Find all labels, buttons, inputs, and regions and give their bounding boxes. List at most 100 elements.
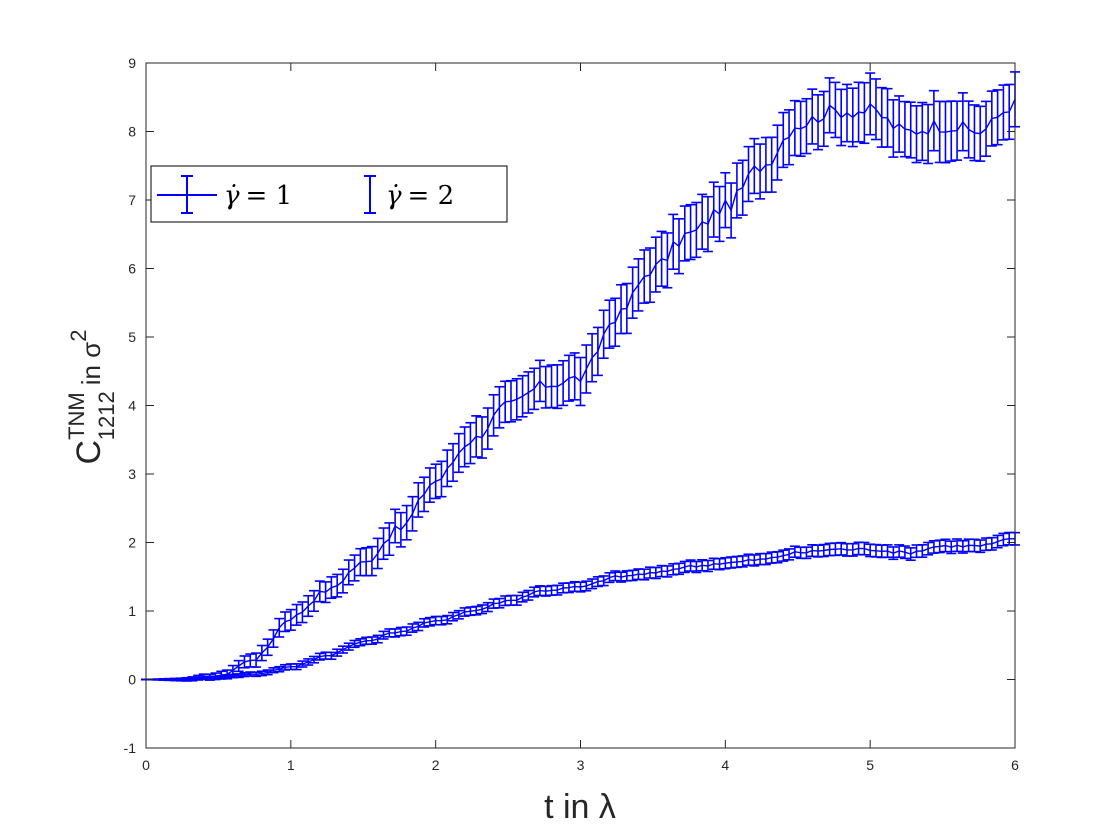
- error-bar: [337, 645, 348, 654]
- error-bar: [401, 504, 412, 541]
- y-tick-label: 2: [128, 535, 136, 551]
- y-axis-label-subscript: 1212: [94, 391, 119, 440]
- error-bar: [714, 185, 725, 243]
- error-bar: [859, 81, 870, 145]
- legend-label-series-2: γ̇ = 2: [386, 181, 454, 211]
- error-bar: [621, 282, 632, 335]
- error-bar: [685, 559, 696, 572]
- error-bar: [697, 193, 708, 250]
- y-tick-label: 6: [128, 261, 136, 277]
- error-bar: [610, 570, 621, 582]
- error-bar: [471, 415, 482, 458]
- error-bar: [702, 559, 713, 573]
- error-bar: [494, 385, 505, 429]
- x-tick-label: 3: [577, 757, 585, 773]
- error-bar: [824, 77, 835, 134]
- error-bar: [795, 100, 806, 157]
- x-tick-label: 5: [866, 757, 874, 773]
- error-bar: [818, 90, 829, 148]
- error-bar: [952, 538, 963, 553]
- error-bar: [569, 352, 580, 401]
- error-bar: [395, 511, 406, 548]
- error-bar: [297, 660, 308, 668]
- error-bar: [731, 162, 742, 219]
- y-tick-label: 7: [128, 192, 136, 208]
- y-axis-label-main: C: [70, 440, 108, 465]
- error-bar: [268, 667, 279, 674]
- error-bar: [309, 589, 320, 613]
- x-tick-label: 1: [287, 757, 295, 773]
- error-bar: [604, 299, 615, 349]
- error-bar: [517, 591, 528, 603]
- error-bar: [975, 539, 986, 554]
- error-bar: [511, 594, 522, 606]
- error-bar: [992, 89, 1003, 146]
- error-bar: [691, 201, 702, 259]
- error-bar: [598, 575, 609, 587]
- error-bar: [401, 626, 412, 637]
- error-bar: [268, 629, 279, 648]
- error-bar: [384, 522, 395, 557]
- series-2: [141, 531, 1020, 681]
- error-bar: [291, 663, 302, 671]
- plot-marks: [141, 71, 1020, 682]
- error-bar: [923, 103, 934, 165]
- error-bar: [981, 100, 992, 157]
- error-bar: [378, 527, 389, 561]
- error-bar: [314, 652, 325, 661]
- error-bar: [888, 546, 899, 561]
- error-bar: [784, 548, 795, 561]
- error-bar: [975, 105, 986, 162]
- error-bar: [911, 105, 922, 164]
- error-bar: [523, 371, 534, 414]
- error-bar: [645, 247, 656, 304]
- error-bar: [801, 546, 812, 560]
- error-bar: [702, 195, 713, 253]
- error-bar: [940, 538, 951, 553]
- error-bar: [471, 605, 482, 616]
- error-bar: [662, 232, 673, 289]
- error-bar: [349, 639, 360, 649]
- error-bar: [598, 309, 609, 360]
- error-bar: [372, 537, 383, 570]
- error-bar: [708, 181, 719, 238]
- error-bar: [813, 94, 824, 151]
- error-bar: [870, 78, 881, 141]
- error-bar: [488, 393, 499, 437]
- error-bar: [714, 557, 725, 571]
- y-tick-label: 3: [128, 466, 136, 482]
- error-bar: [262, 669, 273, 676]
- error-bar: [494, 597, 505, 609]
- error-bar: [604, 571, 615, 584]
- x-axis-label: t in λ: [544, 788, 616, 826]
- error-bar: [639, 568, 650, 581]
- error-bar: [575, 581, 586, 593]
- error-bar: [928, 89, 939, 152]
- error-bar: [818, 543, 829, 558]
- error-bar: [801, 97, 812, 155]
- error-bar: [760, 552, 771, 566]
- y-tick-label: 0: [128, 672, 136, 688]
- error-bar: [726, 182, 737, 239]
- error-bar: [992, 534, 1003, 549]
- error-bar: [262, 638, 273, 657]
- y-tick-label: 9: [128, 55, 136, 71]
- error-bar: [529, 367, 540, 411]
- error-bar: [477, 604, 488, 615]
- y-axis-label-suffix: in σ: [76, 342, 106, 386]
- error-bar: [575, 356, 586, 407]
- error-bar: [309, 655, 320, 664]
- error-bar: [390, 508, 401, 544]
- legend-symbol-series-2: [364, 175, 376, 214]
- error-bar: [836, 88, 847, 147]
- error-bar: [587, 578, 598, 590]
- error-bar: [592, 576, 603, 588]
- error-bar: [986, 90, 997, 147]
- error-bar: [505, 379, 516, 423]
- error-bar: [366, 545, 377, 577]
- error-bar: [349, 554, 360, 582]
- x-tick-label: 4: [721, 757, 729, 773]
- error-bar: [366, 636, 377, 645]
- error-bar: [314, 580, 325, 603]
- error-bar: [274, 665, 285, 673]
